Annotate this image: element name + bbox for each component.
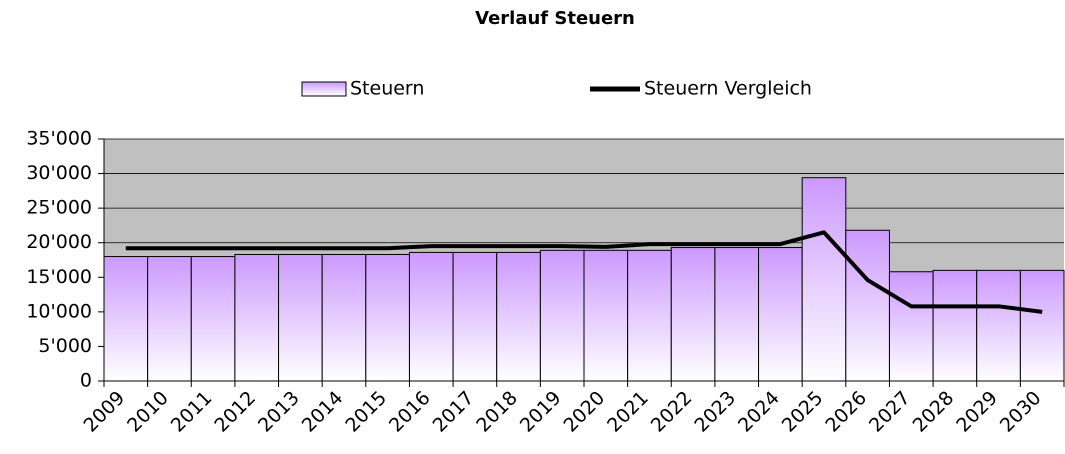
x-tick-label: 2013 bbox=[254, 387, 304, 437]
bar bbox=[278, 253, 323, 382]
bar bbox=[539, 249, 585, 382]
x-tick-label: 2015 bbox=[341, 387, 391, 437]
y-tick-label: 20'000 bbox=[26, 231, 92, 253]
x-tick-label: 2023 bbox=[690, 387, 740, 437]
bar bbox=[321, 253, 367, 382]
x-tick-label: 2011 bbox=[167, 387, 217, 437]
x-tick-label: 2010 bbox=[123, 387, 173, 437]
x-tick-label: 2012 bbox=[210, 387, 260, 437]
x-tick-label: 2024 bbox=[734, 387, 784, 437]
x-tick-label: 2009 bbox=[79, 387, 129, 437]
bar bbox=[627, 249, 672, 382]
legend-label: Steuern bbox=[350, 78, 424, 100]
bar bbox=[976, 269, 1021, 382]
bar bbox=[888, 271, 934, 382]
bar bbox=[583, 249, 629, 382]
bar bbox=[845, 229, 890, 382]
x-tick-label: 2019 bbox=[516, 387, 566, 437]
bar bbox=[103, 256, 149, 382]
line-series bbox=[125, 230, 1043, 314]
x-tick-label: 2022 bbox=[647, 387, 697, 437]
bar bbox=[190, 256, 236, 382]
y-tick-label: 25'000 bbox=[26, 197, 92, 219]
bar bbox=[496, 251, 541, 382]
bar bbox=[408, 251, 454, 382]
bar bbox=[758, 247, 803, 382]
legend-label: Steuern Vergleich bbox=[644, 78, 812, 100]
x-tick-label: 2014 bbox=[298, 387, 348, 437]
legend-swatch bbox=[301, 81, 347, 97]
bar bbox=[234, 253, 280, 382]
bar bbox=[932, 269, 978, 382]
x-tick-label: 2029 bbox=[952, 387, 1002, 437]
x-tick-label: 2025 bbox=[778, 387, 828, 437]
x-tick-label: 2030 bbox=[996, 387, 1046, 437]
y-tick-label: 35'000 bbox=[26, 128, 92, 150]
x-tick-label: 2021 bbox=[603, 387, 653, 437]
bar bbox=[670, 247, 716, 382]
chart-title: Verlauf Steuern bbox=[475, 8, 635, 29]
x-tick-label: 2016 bbox=[385, 387, 435, 437]
bar bbox=[452, 251, 498, 382]
x-tick-label: 2026 bbox=[821, 387, 871, 437]
bar bbox=[365, 253, 410, 382]
y-tick-label: 15'000 bbox=[26, 266, 92, 288]
x-tick-label: 2020 bbox=[559, 387, 609, 437]
x-tick-label: 2027 bbox=[865, 387, 915, 437]
x-tick-label: 2018 bbox=[472, 387, 522, 437]
bar bbox=[801, 177, 847, 382]
y-tick-label: 30'000 bbox=[26, 162, 92, 184]
x-tick-label: 2028 bbox=[909, 387, 959, 437]
bar bbox=[1019, 269, 1065, 382]
x-tick-label: 2017 bbox=[429, 387, 479, 437]
y-tick-label: 10'000 bbox=[26, 300, 92, 322]
bar bbox=[714, 247, 760, 382]
y-tick-label: 5'000 bbox=[38, 335, 92, 357]
y-tick-label: 0 bbox=[80, 370, 92, 392]
bar bbox=[147, 256, 192, 382]
